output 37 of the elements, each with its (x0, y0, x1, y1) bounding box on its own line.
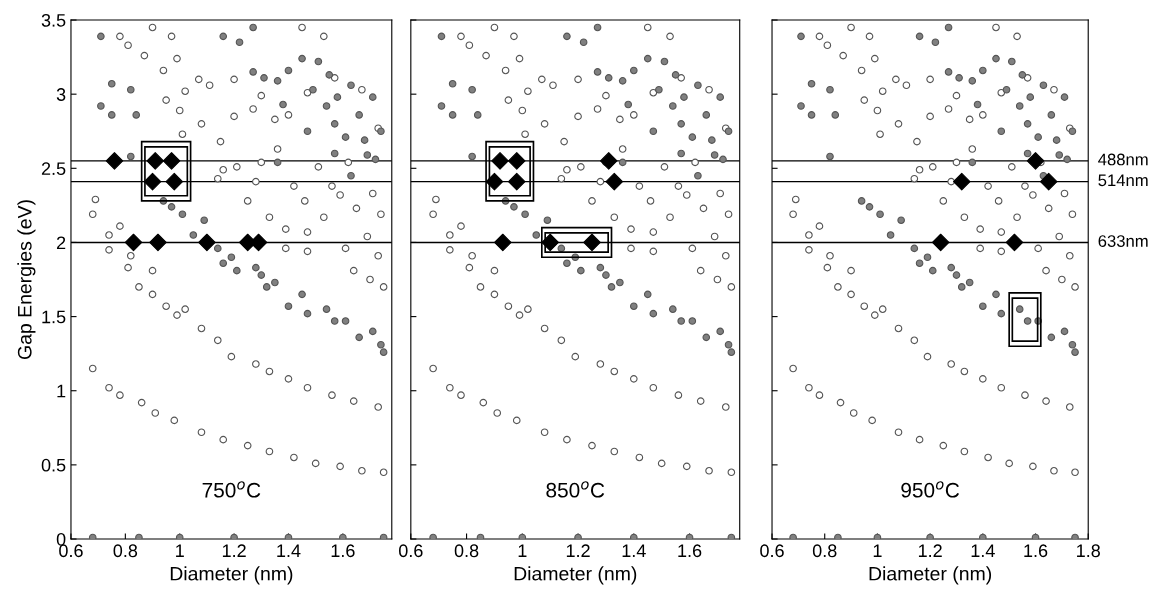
x-tick-label: 1 (873, 544, 882, 557)
x-tick-label: 0.8 (113, 544, 138, 558)
y-tick-label: 2.5 (41, 162, 66, 176)
y-axis-title: Gap Energies (eV) (17, 200, 36, 360)
x-axis-title: Diameter (nm) (869, 566, 992, 585)
x-tick-label: 1 (518, 544, 527, 557)
x-tick-label: 1.4 (277, 544, 301, 557)
y-tick-label: 3.5 (41, 13, 66, 27)
ref-line-label: 633nm (1098, 235, 1148, 247)
x-tick-label: 1.6 (678, 544, 702, 558)
y-tick-label: 0.5 (41, 458, 66, 472)
x-tick-label: 1 (176, 544, 184, 557)
x-tick-label: 0.6 (760, 544, 784, 558)
y-tick-label: 1 (57, 384, 66, 398)
x-axis-title: Diameter (nm) (514, 566, 637, 585)
x-tick-label: 0.8 (812, 544, 837, 558)
ref-line-label: 514nm (1098, 174, 1148, 187)
x-tick-label: 0.6 (59, 544, 83, 558)
x-tick-label: 1.2 (222, 544, 246, 557)
ref-line-label: 488nm (1098, 153, 1148, 166)
x-tick-label: 1.2 (918, 544, 942, 557)
x-tick-label: 1.4 (971, 544, 995, 557)
x-tick-label: 1.2 (566, 544, 590, 557)
y-tick-label: 0 (56, 532, 66, 546)
annotation: 850$^{o}$C (546, 481, 605, 498)
x-tick-label: 1.4 (622, 544, 646, 557)
x-tick-label: 0.6 (398, 544, 423, 558)
x-tick-label: 0.8 (454, 544, 479, 558)
y-tick-label: 3 (56, 88, 66, 101)
x-axis-title: Diameter (nm) (170, 566, 293, 585)
x-tick-label: 1.8 (1077, 544, 1100, 558)
x-tick-label: 1.6 (331, 544, 355, 558)
y-tick-label: 1.5 (42, 310, 66, 324)
annotation: 950$^{o}$C (901, 481, 960, 498)
annotation: 750$^{o}$C (202, 481, 261, 498)
x-tick-label: 1.6 (1024, 544, 1048, 558)
y-tick-label: 2 (56, 236, 66, 249)
